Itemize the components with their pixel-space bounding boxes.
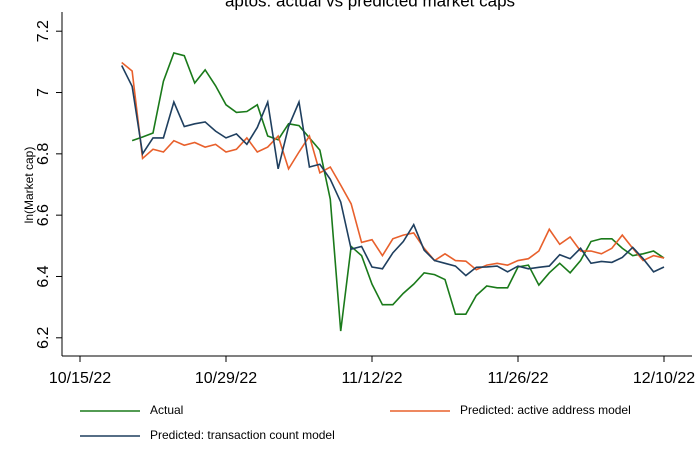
- y-tick-label: 6.6: [35, 204, 52, 226]
- x-tick-label: 10/15/22: [49, 370, 111, 387]
- y-tick-label: 7: [35, 88, 52, 97]
- x-tick-label: 11/12/22: [341, 370, 402, 387]
- x-tick-label: 11/26/22: [487, 370, 548, 387]
- y-tick-label: 6.8: [35, 143, 52, 165]
- x-tick-label: 10/29/22: [195, 370, 257, 387]
- legend-label: Predicted: transaction count model: [150, 428, 335, 442]
- legend-label: Actual: [150, 403, 183, 417]
- y-tick-label: 7.2: [35, 20, 52, 42]
- y-tick-label: 6.4: [35, 265, 52, 287]
- y-axis-label: ln(Market cap): [22, 147, 36, 224]
- chart-title: aptos: actual vs predicted market caps: [225, 0, 515, 10]
- series-line: [131, 52, 665, 332]
- x-tick-label: 12/10/22: [633, 370, 695, 387]
- y-tick-label: 6.2: [35, 327, 52, 349]
- legend-label: Predicted: active address model: [460, 403, 631, 417]
- series-line: [120, 65, 665, 277]
- series-line: [121, 61, 665, 271]
